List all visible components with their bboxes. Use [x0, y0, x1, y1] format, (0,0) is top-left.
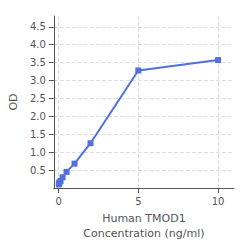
- svg-text:0: 0: [55, 196, 61, 207]
- svg-text:3.5: 3.5: [30, 57, 46, 68]
- svg-text:Human TMOD1: Human TMOD1: [102, 212, 186, 225]
- svg-text:2.5: 2.5: [30, 93, 46, 104]
- svg-text:10: 10: [212, 196, 225, 207]
- svg-text:1.5: 1.5: [30, 129, 46, 140]
- svg-text:2.0: 2.0: [30, 111, 46, 122]
- svg-text:1.0: 1.0: [30, 147, 46, 158]
- svg-text:4.5: 4.5: [30, 21, 46, 32]
- svg-text:0.5: 0.5: [30, 165, 46, 176]
- svg-text:4.0: 4.0: [30, 39, 46, 50]
- svg-text:OD: OD: [7, 93, 20, 110]
- svg-text:5: 5: [135, 196, 141, 207]
- svg-text:3.0: 3.0: [30, 75, 46, 86]
- svg-text:Concentration (ng/ml): Concentration (ng/ml): [83, 227, 204, 240]
